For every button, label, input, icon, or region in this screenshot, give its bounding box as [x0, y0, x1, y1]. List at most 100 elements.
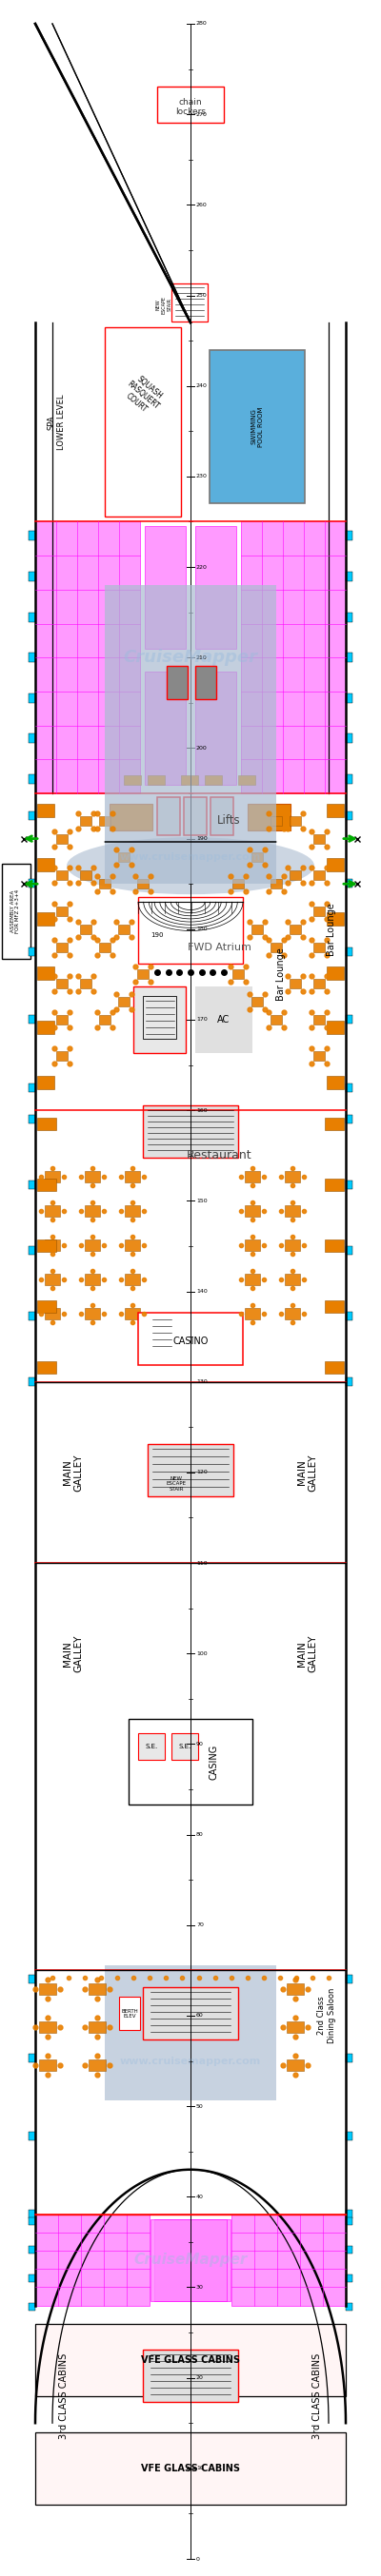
Text: 190: 190	[196, 837, 207, 840]
Text: 120: 120	[196, 1471, 207, 1476]
Text: 3rd CLASS CABINS: 3rd CLASS CABINS	[59, 2352, 69, 2439]
Bar	[245, 1275, 260, 1285]
Text: 150: 150	[196, 1198, 207, 1203]
Bar	[287, 1984, 304, 1994]
Text: NEW
ESCAPE
STAIR: NEW ESCAPE STAIR	[166, 1476, 186, 1492]
Bar	[251, 925, 263, 935]
Bar	[56, 1015, 68, 1025]
Bar	[327, 912, 344, 925]
Bar	[37, 1180, 56, 1190]
Bar	[285, 1239, 300, 1252]
Bar	[145, 526, 186, 649]
Bar	[29, 1976, 35, 1984]
Bar	[346, 693, 352, 703]
Bar	[85, 1275, 100, 1285]
Bar	[29, 2218, 35, 2226]
Bar	[210, 350, 305, 505]
Bar	[29, 2275, 35, 2282]
Bar	[137, 878, 149, 889]
Bar	[37, 1360, 56, 1373]
Text: 160: 160	[196, 1108, 207, 1113]
Text: www.cruisemapper.com: www.cruisemapper.com	[120, 2056, 261, 2066]
Text: Bar Lounge: Bar Lounge	[276, 948, 286, 1002]
Bar	[290, 979, 301, 989]
Bar	[29, 734, 35, 744]
Bar	[45, 1275, 60, 1285]
Bar	[195, 665, 216, 698]
Bar	[346, 1311, 352, 1319]
Bar	[167, 665, 187, 698]
Text: chain
lockers: chain lockers	[175, 98, 206, 116]
Text: 60: 60	[196, 2014, 203, 2017]
Bar	[287, 2061, 304, 2071]
Text: 240: 240	[196, 384, 208, 389]
Bar	[56, 979, 68, 989]
Bar	[143, 1986, 238, 2040]
Bar	[346, 652, 352, 662]
Bar	[45, 1309, 60, 1319]
Text: 140: 140	[196, 1288, 207, 1293]
Text: MAIN
GALLEY: MAIN GALLEY	[297, 1636, 318, 1672]
Bar	[285, 1309, 300, 1319]
Bar	[205, 775, 222, 786]
Bar	[99, 878, 110, 889]
Bar	[85, 1239, 100, 1252]
Bar	[327, 1020, 344, 1036]
Text: S.E.: S.E.	[178, 1744, 191, 1749]
Bar	[37, 912, 54, 925]
Bar	[232, 2215, 346, 2306]
Bar	[88, 2061, 106, 2071]
Bar	[287, 2022, 304, 2032]
Bar	[29, 1247, 35, 1255]
Bar	[346, 1115, 352, 1123]
Bar	[124, 775, 141, 786]
Bar	[29, 652, 35, 662]
Text: 220: 220	[196, 564, 208, 569]
Bar	[290, 817, 301, 824]
Bar	[2, 863, 30, 958]
Text: 70: 70	[196, 1922, 204, 1927]
Bar	[29, 1180, 35, 1190]
Bar	[133, 987, 186, 1054]
Bar	[118, 997, 130, 1007]
Bar	[245, 1206, 260, 1216]
Bar	[271, 817, 282, 824]
Text: VFE GLASS CABINS: VFE GLASS CABINS	[141, 2354, 240, 2365]
Text: 90: 90	[196, 1741, 204, 1747]
Bar	[80, 817, 91, 824]
Bar	[99, 1015, 110, 1025]
Bar	[29, 2246, 35, 2254]
Bar	[29, 1082, 35, 1092]
Bar	[85, 1309, 100, 1319]
Bar	[195, 526, 236, 649]
Bar	[143, 2349, 238, 2401]
Bar	[35, 2215, 149, 2306]
Text: 100: 100	[196, 1651, 207, 1656]
Bar	[232, 878, 244, 889]
Text: 10: 10	[196, 2465, 203, 2470]
Bar	[271, 1015, 282, 1025]
Bar	[285, 1275, 300, 1285]
Bar	[29, 811, 35, 819]
Bar	[248, 804, 291, 829]
Bar	[327, 804, 344, 817]
Text: 190: 190	[151, 933, 163, 938]
Bar	[346, 1247, 352, 1255]
Text: CruiseMapper: CruiseMapper	[134, 2254, 247, 2267]
Bar	[29, 572, 35, 582]
Bar	[313, 979, 325, 989]
Bar	[29, 1378, 35, 1386]
Bar	[346, 878, 352, 889]
Text: 40: 40	[196, 2195, 204, 2200]
Bar	[99, 943, 110, 953]
Bar	[154, 2221, 231, 2300]
Bar	[29, 613, 35, 621]
Bar	[39, 2022, 56, 2032]
Bar	[138, 1314, 243, 1365]
Bar	[148, 1445, 233, 1497]
Bar	[56, 1051, 68, 1061]
Text: CASINO: CASINO	[173, 1337, 208, 1347]
Bar	[346, 1082, 352, 1092]
Bar	[137, 969, 149, 979]
Bar	[346, 2303, 352, 2311]
